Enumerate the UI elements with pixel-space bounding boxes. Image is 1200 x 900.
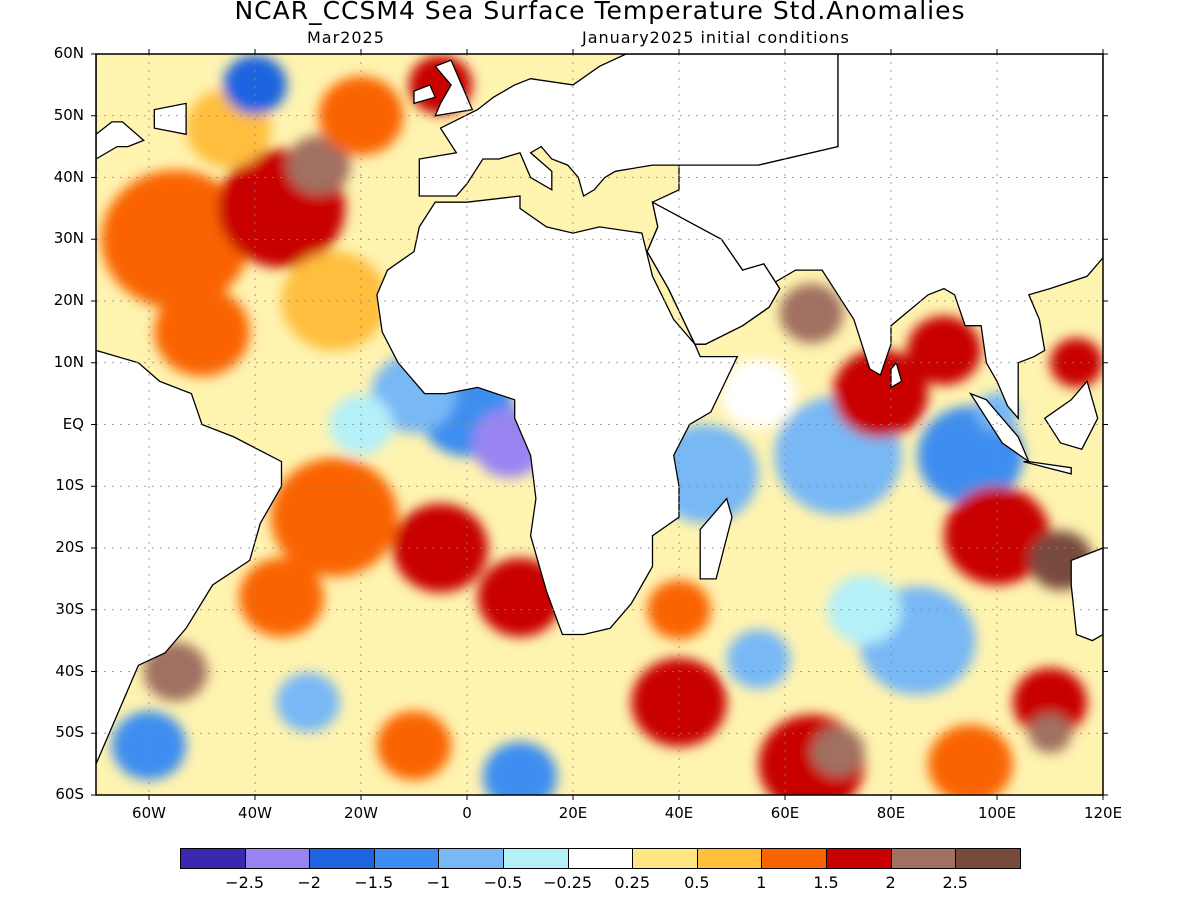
anomaly-patch <box>928 724 1013 795</box>
anomaly-patch <box>482 741 558 795</box>
colorbar-label: −0.25 <box>543 873 593 892</box>
lat-label: 10S <box>55 476 84 495</box>
land-java <box>1023 460 1072 475</box>
lon-label: 60E <box>770 804 800 822</box>
lon-label: 0 <box>462 804 472 822</box>
colorbar-label: −1 <box>426 873 451 892</box>
colorbar-swatch <box>567 848 634 869</box>
land-ireland <box>413 84 437 105</box>
colorbar-swatch <box>309 848 375 869</box>
colorbar-swatch <box>696 848 763 869</box>
lat-label: 20S <box>55 538 84 556</box>
land-australia <box>1070 547 1103 642</box>
land-arabia-fill <box>646 200 781 345</box>
anomaly-patch <box>223 55 287 115</box>
lat-label: 20N <box>53 291 84 309</box>
lat-label: 60N <box>53 44 84 62</box>
colorbar-swatch <box>826 848 892 869</box>
graticule <box>96 54 1103 795</box>
lon-label: 60W <box>132 804 166 822</box>
lat-label: 30S <box>55 599 84 618</box>
colorbar-swatch <box>890 848 957 869</box>
initial-conditions-label: January2025 initial conditions <box>582 28 850 47</box>
lat-label: 50N <box>53 105 84 124</box>
anomaly-patch <box>779 283 844 343</box>
anomaly-patch <box>276 672 340 733</box>
lon-label: 20E <box>558 804 588 822</box>
anomaly-patch <box>239 557 324 637</box>
lon-label: 120E <box>1083 804 1123 822</box>
colorbar-swatch <box>632 848 698 869</box>
land-europe <box>418 54 839 197</box>
forecast-month: Mar2025 <box>307 28 385 47</box>
anomaly-patch <box>726 629 791 689</box>
anomaly-patch <box>477 557 563 637</box>
colorbar-label: 2 <box>885 873 896 892</box>
colorbar-label: −1.5 <box>354 873 394 892</box>
lon-label: 40E <box>664 804 694 822</box>
anomaly-patch <box>270 457 399 577</box>
lat-label: 10N <box>53 352 84 371</box>
lat-label: 40S <box>55 661 84 680</box>
anomaly-patch <box>376 711 452 781</box>
anomaly-patch <box>906 315 982 385</box>
map-title: NCAR_CCSM4 Sea Surface Temperature Std.A… <box>234 0 966 25</box>
colorbar-swatch <box>373 848 440 869</box>
colorbar-label: 0.5 <box>684 873 710 892</box>
anomaly-patch <box>143 641 208 702</box>
colorbar-label: 1 <box>756 873 767 892</box>
axis-ticks <box>91 49 1108 800</box>
lon-label: 100E <box>977 804 1017 822</box>
anomaly-patch <box>811 727 865 777</box>
land-south-america <box>96 349 283 765</box>
colorbar-swatch <box>180 848 246 869</box>
colorbar-swatch <box>761 848 827 869</box>
lat-label: 60S <box>55 785 84 803</box>
colorbar-label: −2.5 <box>225 873 265 892</box>
lat-label: 40N <box>53 167 84 186</box>
sst-anomaly-field <box>101 55 1103 795</box>
land-masses <box>96 17 1103 765</box>
colorbar-swatch <box>244 848 311 869</box>
land-north-america <box>96 54 145 172</box>
lon-label: 40W <box>238 804 272 822</box>
anomaly-patch <box>832 349 929 439</box>
colorbar-label: 0.25 <box>614 873 650 892</box>
lat-label: 30N <box>53 229 84 248</box>
lon-label: 80E <box>876 804 906 822</box>
colorbar-swatch <box>955 848 1021 869</box>
land-iberia-uk <box>434 59 474 117</box>
anomaly-patch <box>286 135 351 195</box>
colorbar-label: −0.5 <box>483 873 523 892</box>
lat-label: EQ <box>62 414 84 433</box>
lat-label: 50S <box>55 723 84 742</box>
anomaly-patch <box>1012 667 1088 737</box>
land-borneo <box>1043 379 1099 450</box>
land-sumatra <box>968 392 1031 464</box>
anomaly-patch <box>281 251 388 351</box>
colorbar-swatch <box>438 848 504 869</box>
land-newfoundland <box>153 102 187 136</box>
land-madagascar <box>699 497 733 580</box>
anomaly-patch <box>111 711 187 781</box>
colorbar-swatch <box>503 848 569 869</box>
anomaly-patch <box>154 287 250 377</box>
land-iceland <box>340 17 393 29</box>
anomaly-patch <box>721 359 796 429</box>
colorbar-label: 1.5 <box>813 873 839 892</box>
anomaly-patch <box>647 580 711 640</box>
colorbar-label: −2 <box>297 873 321 892</box>
anomaly-patch <box>101 170 250 309</box>
colorbar-label: 2.5 <box>942 873 968 892</box>
anomaly-patch <box>1050 338 1103 388</box>
lon-label: 20W <box>344 804 378 822</box>
